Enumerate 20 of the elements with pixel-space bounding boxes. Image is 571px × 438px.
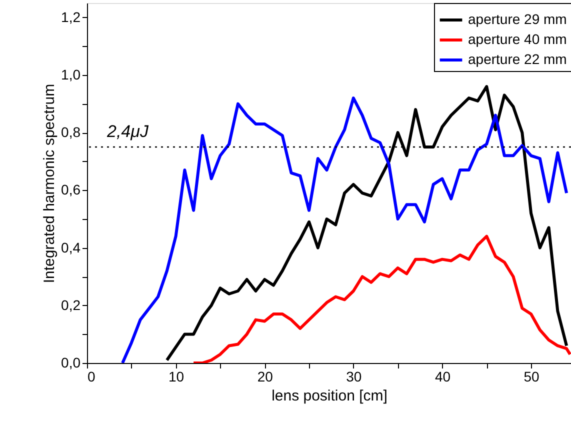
legend-label: aperture 22 mm [468,51,567,67]
y-tick-label: 0,2 [61,296,81,313]
y-tick-label: 0,8 [61,124,81,140]
y-axis-title: Integrated harmonic spectrum [41,84,58,284]
legend-label: aperture 29 mm [468,11,567,27]
x-axis-title: lens position [cm] [272,388,388,404]
x-tick-label: 30 [346,368,362,384]
y-tick-label: 0,6 [61,182,81,198]
y-tick-label: 0,4 [61,239,81,256]
x-tick-label: 50 [524,368,540,384]
y-tick-label: 1,2 [61,8,81,25]
x-tick-label: 40 [434,368,451,384]
x-tick-label: 0 [88,368,96,384]
y-tick-label: 1,0 [61,66,81,82]
legend-label: aperture 40 mm [468,31,567,47]
ref-line-label: 2,4μJ [106,122,149,141]
line-series [192,234,571,363]
x-tick-label: 10 [168,368,184,384]
y-tick-label: 0,0 [61,354,81,370]
x-tick-label: 20 [257,368,274,384]
